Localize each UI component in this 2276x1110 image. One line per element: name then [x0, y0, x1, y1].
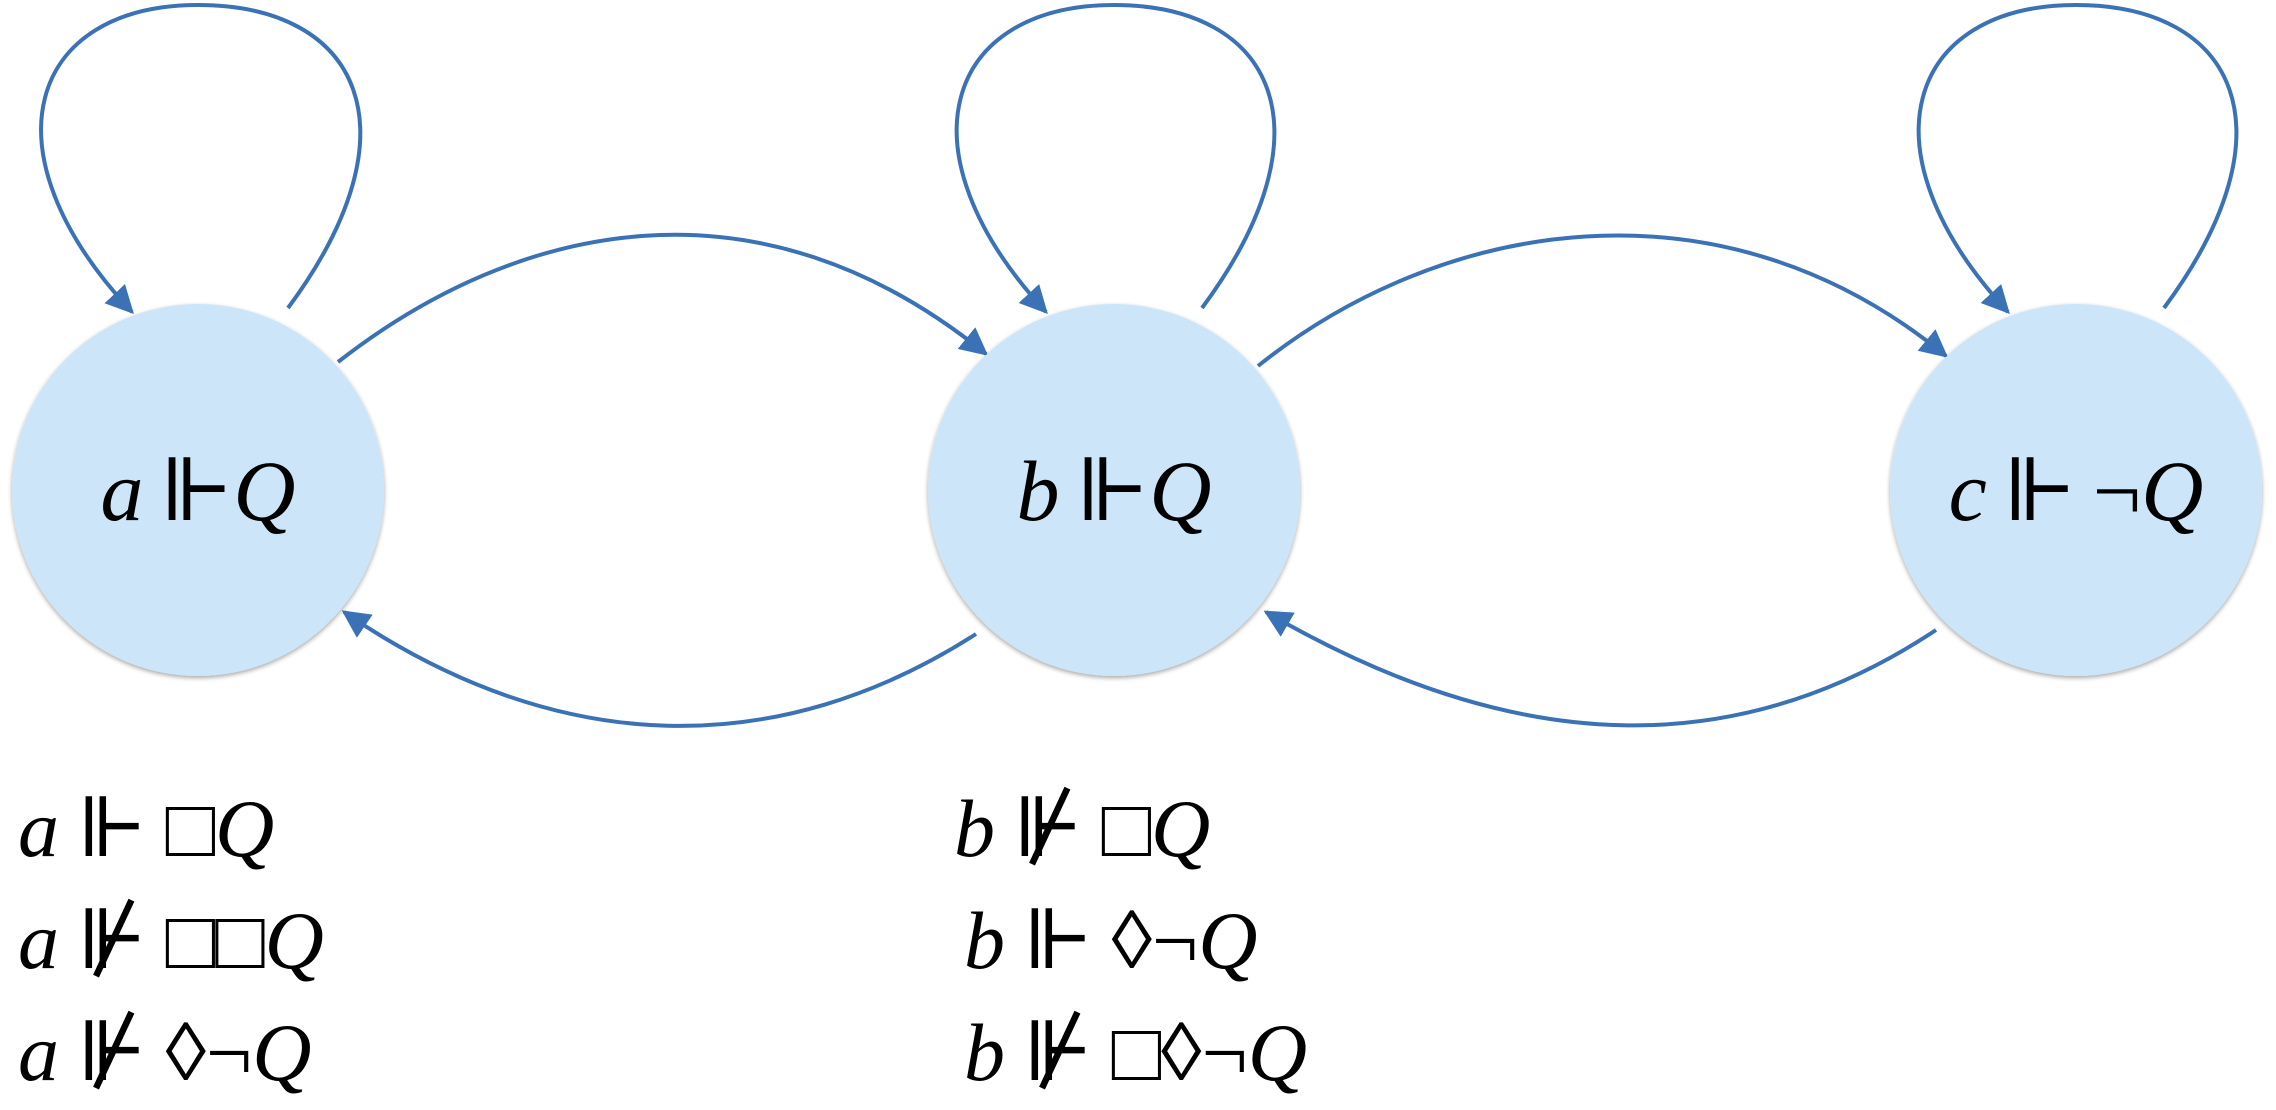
formula-b-1: b ⊮ □Q	[954, 783, 1210, 874]
self-loop-a-edge	[39, 2, 363, 315]
edge-a-to-b	[336, 232, 989, 364]
world-node-c: c ⊩ ¬Q	[1890, 304, 2262, 676]
world-node-b-circle	[928, 304, 1300, 676]
edges	[39, 2, 2239, 728]
world-node-b: b ⊩Q	[928, 304, 1300, 676]
world-node-c-label: c ⊩ ¬Q	[1949, 443, 2204, 539]
world-node-c-circle	[1890, 304, 2262, 676]
formula-list-a: a ⊩ □Q a ⊮ □□Q a ⊮ ◊¬Q	[18, 783, 324, 1098]
world-node-a-circle	[12, 304, 384, 676]
self-loop-b-edge	[954, 2, 1277, 315]
edge-b-to-a	[341, 610, 978, 728]
formula-b-3: b ⊮ □◊¬Q	[964, 1007, 1307, 1098]
formula-a-1: a ⊩ □Q	[18, 783, 274, 874]
formula-list-b: b ⊮ □Q b ⊩ ◊¬Q b ⊮ □◊¬Q	[954, 783, 1307, 1098]
edge-b-to-c	[1256, 233, 1949, 368]
world-node-a-label: a ⊩Q	[100, 443, 295, 539]
world-nodes: a ⊩Q b ⊩Q c ⊩ ¬Q	[12, 304, 2262, 676]
world-node-b-label: b ⊩Q	[1016, 443, 1211, 539]
formula-a-2: a ⊮ □□Q	[18, 895, 324, 986]
formula-b-2: b ⊩ ◊¬Q	[964, 895, 1258, 986]
formula-a-3: a ⊮ ◊¬Q	[18, 1007, 312, 1098]
self-loop-c-edge	[1916, 2, 2239, 315]
edge-c-to-b	[1263, 610, 1938, 728]
world-node-a: a ⊩Q	[12, 304, 384, 676]
